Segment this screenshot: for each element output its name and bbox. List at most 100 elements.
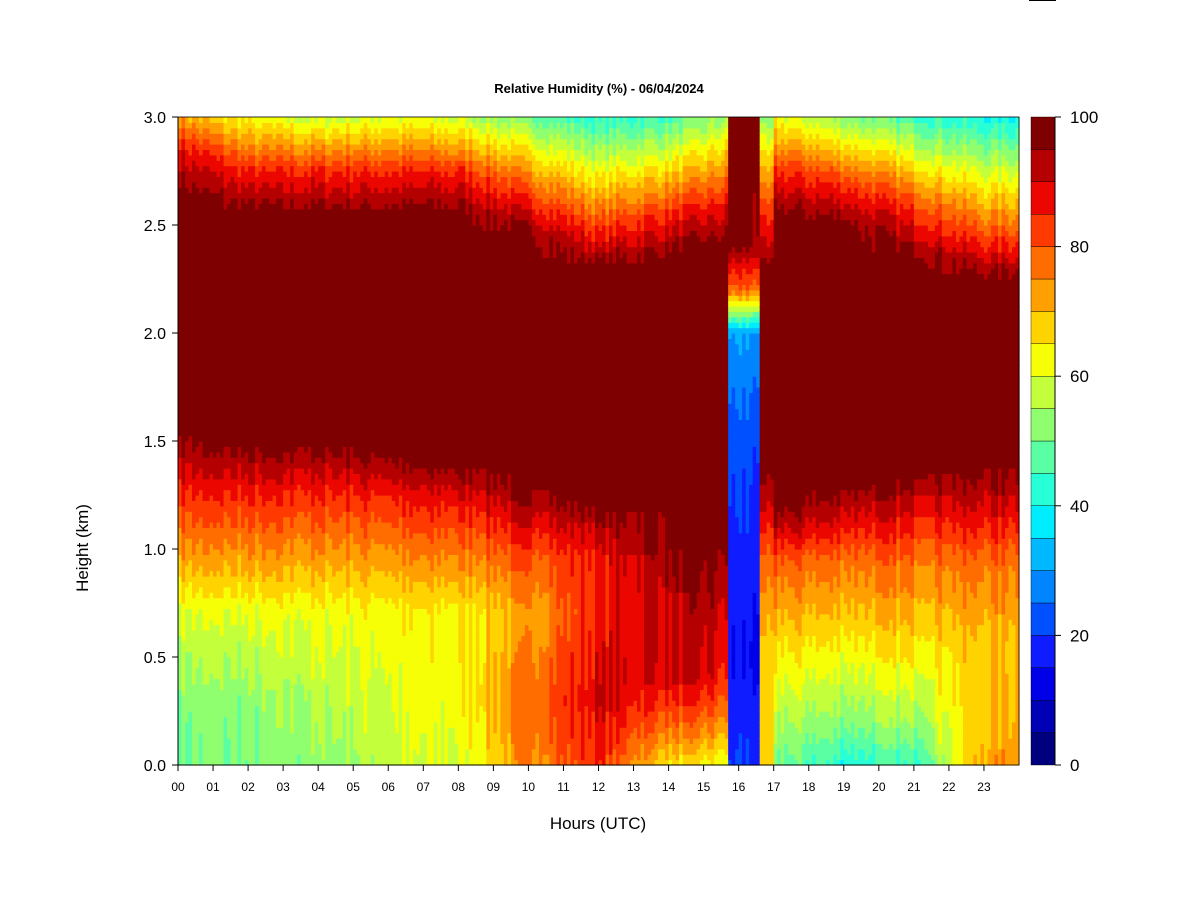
heatmap-cell bbox=[311, 138, 316, 145]
heatmap-cell bbox=[251, 446, 256, 453]
heatmap-cell bbox=[248, 586, 253, 593]
heatmap-cell bbox=[279, 732, 284, 739]
heatmap-cell bbox=[304, 468, 309, 474]
heatmap-cell bbox=[216, 451, 221, 458]
heatmap-cell bbox=[227, 225, 232, 231]
heatmap-cell bbox=[206, 635, 211, 642]
heatmap-cell bbox=[297, 500, 302, 507]
heatmap-cell bbox=[269, 160, 274, 167]
heatmap-cell bbox=[290, 608, 295, 615]
heatmap-cell bbox=[188, 198, 193, 204]
heatmap-cell bbox=[199, 187, 204, 194]
heatmap-cell bbox=[237, 397, 242, 404]
heatmap-cell bbox=[230, 327, 235, 334]
heatmap-cell bbox=[272, 343, 277, 350]
heatmap-cell bbox=[321, 613, 326, 620]
heatmap-cell bbox=[258, 133, 263, 140]
heatmap-cell bbox=[199, 133, 204, 140]
heatmap-cell bbox=[297, 149, 302, 156]
heatmap-cell bbox=[290, 311, 295, 318]
heatmap-cell bbox=[258, 219, 263, 226]
heatmap-cell bbox=[251, 732, 256, 739]
heatmap-cell bbox=[234, 327, 239, 334]
heatmap-cell bbox=[195, 678, 200, 685]
heatmap-cell bbox=[307, 462, 312, 469]
heatmap-cell bbox=[230, 505, 235, 512]
heatmap-cell bbox=[265, 732, 270, 739]
heatmap-cell bbox=[293, 241, 298, 248]
heatmap-cell bbox=[293, 473, 298, 480]
heatmap-cell bbox=[199, 624, 204, 631]
heatmap-cell bbox=[318, 370, 323, 377]
heatmap-cell bbox=[314, 705, 319, 712]
heatmap-cell bbox=[216, 360, 221, 366]
heatmap-cell bbox=[276, 657, 281, 663]
heatmap-cell bbox=[276, 522, 281, 528]
heatmap-cell bbox=[321, 743, 326, 750]
heatmap-cell bbox=[199, 522, 204, 528]
heatmap-cell bbox=[195, 230, 200, 237]
heatmap-cell bbox=[227, 241, 232, 248]
heatmap-cell bbox=[206, 327, 211, 334]
heatmap-cell bbox=[258, 597, 263, 604]
heatmap-cell bbox=[234, 678, 239, 685]
heatmap-cell bbox=[230, 532, 235, 539]
heatmap-cell bbox=[223, 354, 228, 361]
heatmap-cell bbox=[304, 689, 309, 696]
heatmap-cell bbox=[199, 262, 204, 269]
heatmap-cell bbox=[178, 311, 183, 318]
heatmap-cell bbox=[255, 478, 260, 485]
heatmap-cell bbox=[244, 581, 249, 588]
heatmap-cell bbox=[206, 208, 211, 215]
heatmap-cell bbox=[209, 711, 214, 717]
heatmap-cell bbox=[265, 133, 270, 140]
heatmap-cell bbox=[286, 138, 291, 145]
heatmap-cell bbox=[199, 387, 204, 393]
heatmap-cell bbox=[304, 192, 309, 199]
heatmap-cell bbox=[290, 516, 295, 523]
heatmap-cell bbox=[272, 673, 277, 680]
heatmap-cell bbox=[244, 138, 249, 145]
heatmap-cell bbox=[262, 721, 267, 728]
heatmap-cell bbox=[297, 435, 302, 442]
heatmap-cell bbox=[244, 219, 249, 226]
heatmap-cell bbox=[258, 252, 263, 258]
heatmap-cell bbox=[258, 127, 263, 134]
heatmap-cell bbox=[188, 667, 193, 674]
heatmap-cell bbox=[276, 554, 281, 561]
heatmap-cell bbox=[185, 235, 190, 242]
heatmap-cell bbox=[209, 295, 214, 302]
heatmap-cell bbox=[185, 144, 190, 150]
heatmap-cell bbox=[223, 397, 228, 404]
heatmap-cell bbox=[251, 619, 256, 626]
heatmap-cell bbox=[272, 500, 277, 507]
heatmap-cell bbox=[258, 705, 263, 712]
heatmap-cell bbox=[192, 667, 197, 674]
heatmap-cell bbox=[234, 554, 239, 561]
heatmap-cell bbox=[244, 268, 249, 275]
heatmap-cell bbox=[220, 743, 225, 750]
heatmap-cell bbox=[314, 171, 319, 177]
heatmap-cell bbox=[178, 522, 183, 528]
heatmap-cell bbox=[269, 192, 274, 199]
heatmap-cell bbox=[269, 635, 274, 642]
heatmap-cell bbox=[181, 662, 186, 669]
heatmap-cell bbox=[195, 381, 200, 388]
heatmap-cell bbox=[188, 397, 193, 404]
heatmap-cell bbox=[192, 262, 197, 269]
heatmap-cell bbox=[283, 549, 288, 555]
heatmap-cell bbox=[283, 333, 288, 339]
heatmap-cell bbox=[192, 538, 197, 545]
heatmap-cell bbox=[265, 316, 270, 323]
heatmap-cell bbox=[297, 376, 302, 383]
heatmap-cell bbox=[321, 651, 326, 658]
heatmap-cell bbox=[262, 219, 267, 226]
heatmap-cell bbox=[206, 235, 211, 242]
heatmap-cell bbox=[209, 651, 214, 658]
heatmap-cell bbox=[283, 705, 288, 712]
heatmap-cell bbox=[283, 144, 288, 150]
heatmap-cell bbox=[248, 214, 253, 221]
heatmap-cell bbox=[237, 327, 242, 334]
heatmap-cell bbox=[265, 354, 270, 361]
heatmap-cell bbox=[188, 754, 193, 761]
